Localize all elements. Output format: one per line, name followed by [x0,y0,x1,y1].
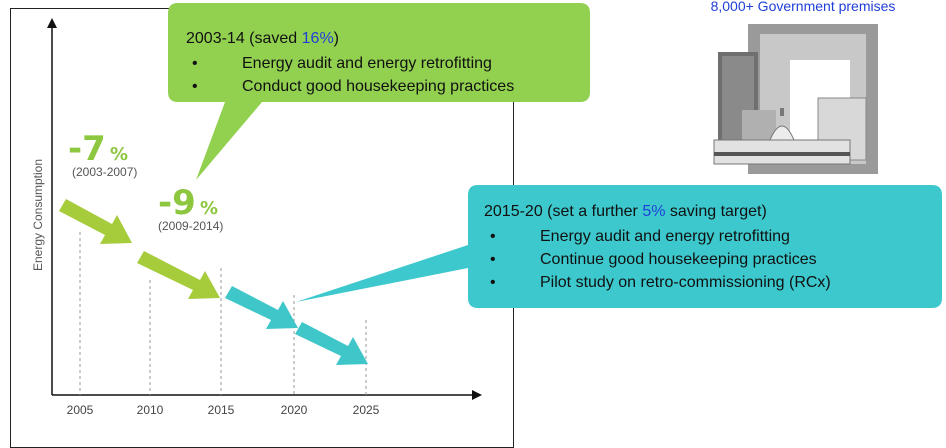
heading-highlight: 16% [302,30,334,47]
callout-heading: 2003-14 (saved 16%) [186,30,514,48]
guide-lines [80,232,366,395]
bullet: Energy audit and energy retrofitting [484,225,831,248]
callout: 2003-14 (saved 16%) Energy audit and ene… [186,30,514,98]
reduction-value: -7 [68,129,106,169]
x-label: 2025 [353,403,380,417]
x-label: 2010 [137,403,164,417]
heading-text: ) [334,30,339,47]
premises-label: 8,000+ Government premises [668,0,938,14]
bullet: Conduct good housekeeping practices [186,75,514,98]
x-label: 2015 [208,403,235,417]
building-illustration [714,24,878,174]
x-label: 2020 [281,403,308,417]
y-axis-label: Energy Consumption [31,159,45,271]
heading-highlight: 5% [642,203,665,220]
y-axis-arrow [47,18,57,28]
reduction-period: (2009-2014) [158,219,223,233]
heading-text: 2003-14 (saved [186,30,302,47]
bullet: Continue good housekeeping practices [484,248,831,271]
reduction-period: (2003-2007) [72,165,137,179]
x-axis-arrow [472,390,482,400]
bullet: Energy audit and energy retrofitting [186,52,514,75]
bullet-list: Energy audit and energy retrofitting Con… [186,52,514,98]
heading-text: 2015-20 (set a further [484,203,642,220]
page: {"premises_label": "8,000+ Government pr… [0,0,946,433]
reduction-value: -9 [158,183,196,223]
callout: 2015-20 (set a further 5% saving target)… [484,203,831,294]
heading-text: saving target) [665,203,766,220]
reduction-unit: % [200,198,218,219]
reduction-unit: % [110,144,128,165]
callout-heading: 2015-20 (set a further 5% saving target) [484,203,831,221]
bullet-list: Energy audit and energy retrofitting Con… [484,225,831,294]
bullet: Pilot study on retro-commissioning (RCx) [484,271,831,294]
x-label: 2005 [67,403,94,417]
